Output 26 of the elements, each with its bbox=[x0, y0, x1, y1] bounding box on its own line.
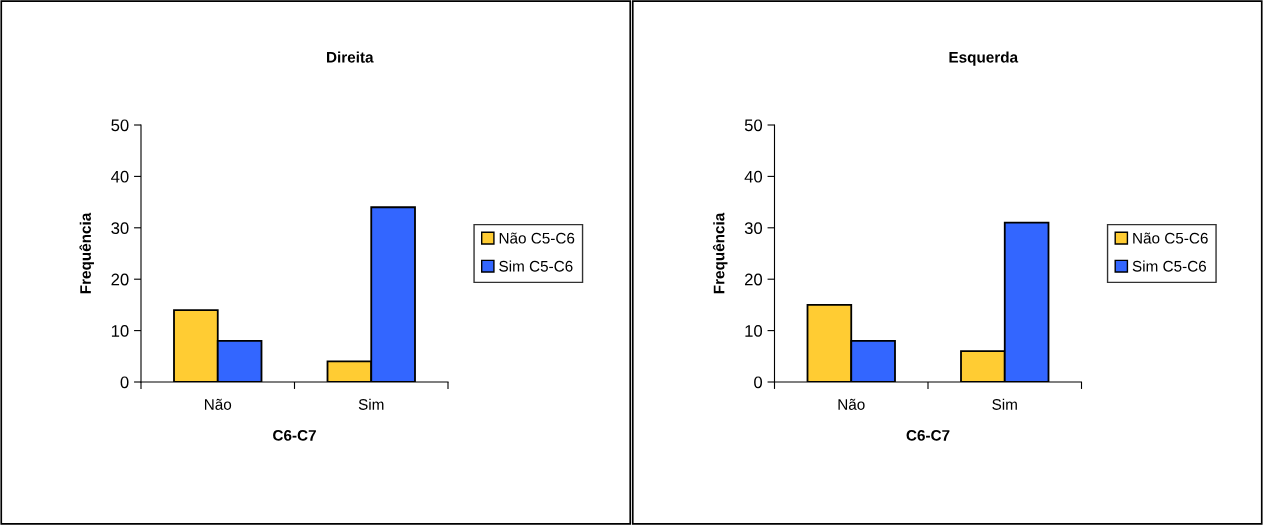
chart-title: Esquerda bbox=[949, 51, 1019, 66]
y-tick-label: 10 bbox=[745, 325, 763, 337]
y-tick-label: 40 bbox=[111, 170, 129, 183]
y-tick-label: 10 bbox=[111, 325, 129, 337]
y-tick-label: 50 bbox=[111, 119, 129, 132]
y-tick-label: 0 bbox=[120, 376, 129, 389]
y-tick-label: 20 bbox=[745, 273, 763, 286]
chart-title: Direita bbox=[327, 51, 374, 63]
x-axis-title: C6-C7 bbox=[273, 429, 316, 441]
y-axis-title: Frequência bbox=[712, 212, 728, 294]
x-tick-label: Sim bbox=[358, 398, 384, 410]
legend-label: Sim C5-C6 bbox=[1132, 260, 1207, 272]
y-tick-label: 30 bbox=[744, 222, 763, 234]
y-axis-title: Frequência bbox=[79, 212, 94, 294]
y-tick-label: 20 bbox=[111, 273, 129, 286]
y-tick-label: 50 bbox=[744, 119, 763, 132]
x-tick-label: Não bbox=[204, 398, 232, 410]
y-tick-label: 40 bbox=[744, 170, 763, 183]
y-tick-label: 0 bbox=[754, 376, 763, 389]
y-tick-label: 30 bbox=[111, 222, 129, 234]
x-tick-label: Não bbox=[838, 398, 865, 410]
x-tick-label: Sim bbox=[992, 398, 1017, 410]
x-axis-title: C6-C7 bbox=[906, 429, 950, 441]
legend-label: Não C5-C6 bbox=[499, 232, 575, 244]
legend-label: Sim C5-C6 bbox=[499, 260, 573, 272]
legend-label: Não C5-C6 bbox=[1133, 232, 1208, 244]
